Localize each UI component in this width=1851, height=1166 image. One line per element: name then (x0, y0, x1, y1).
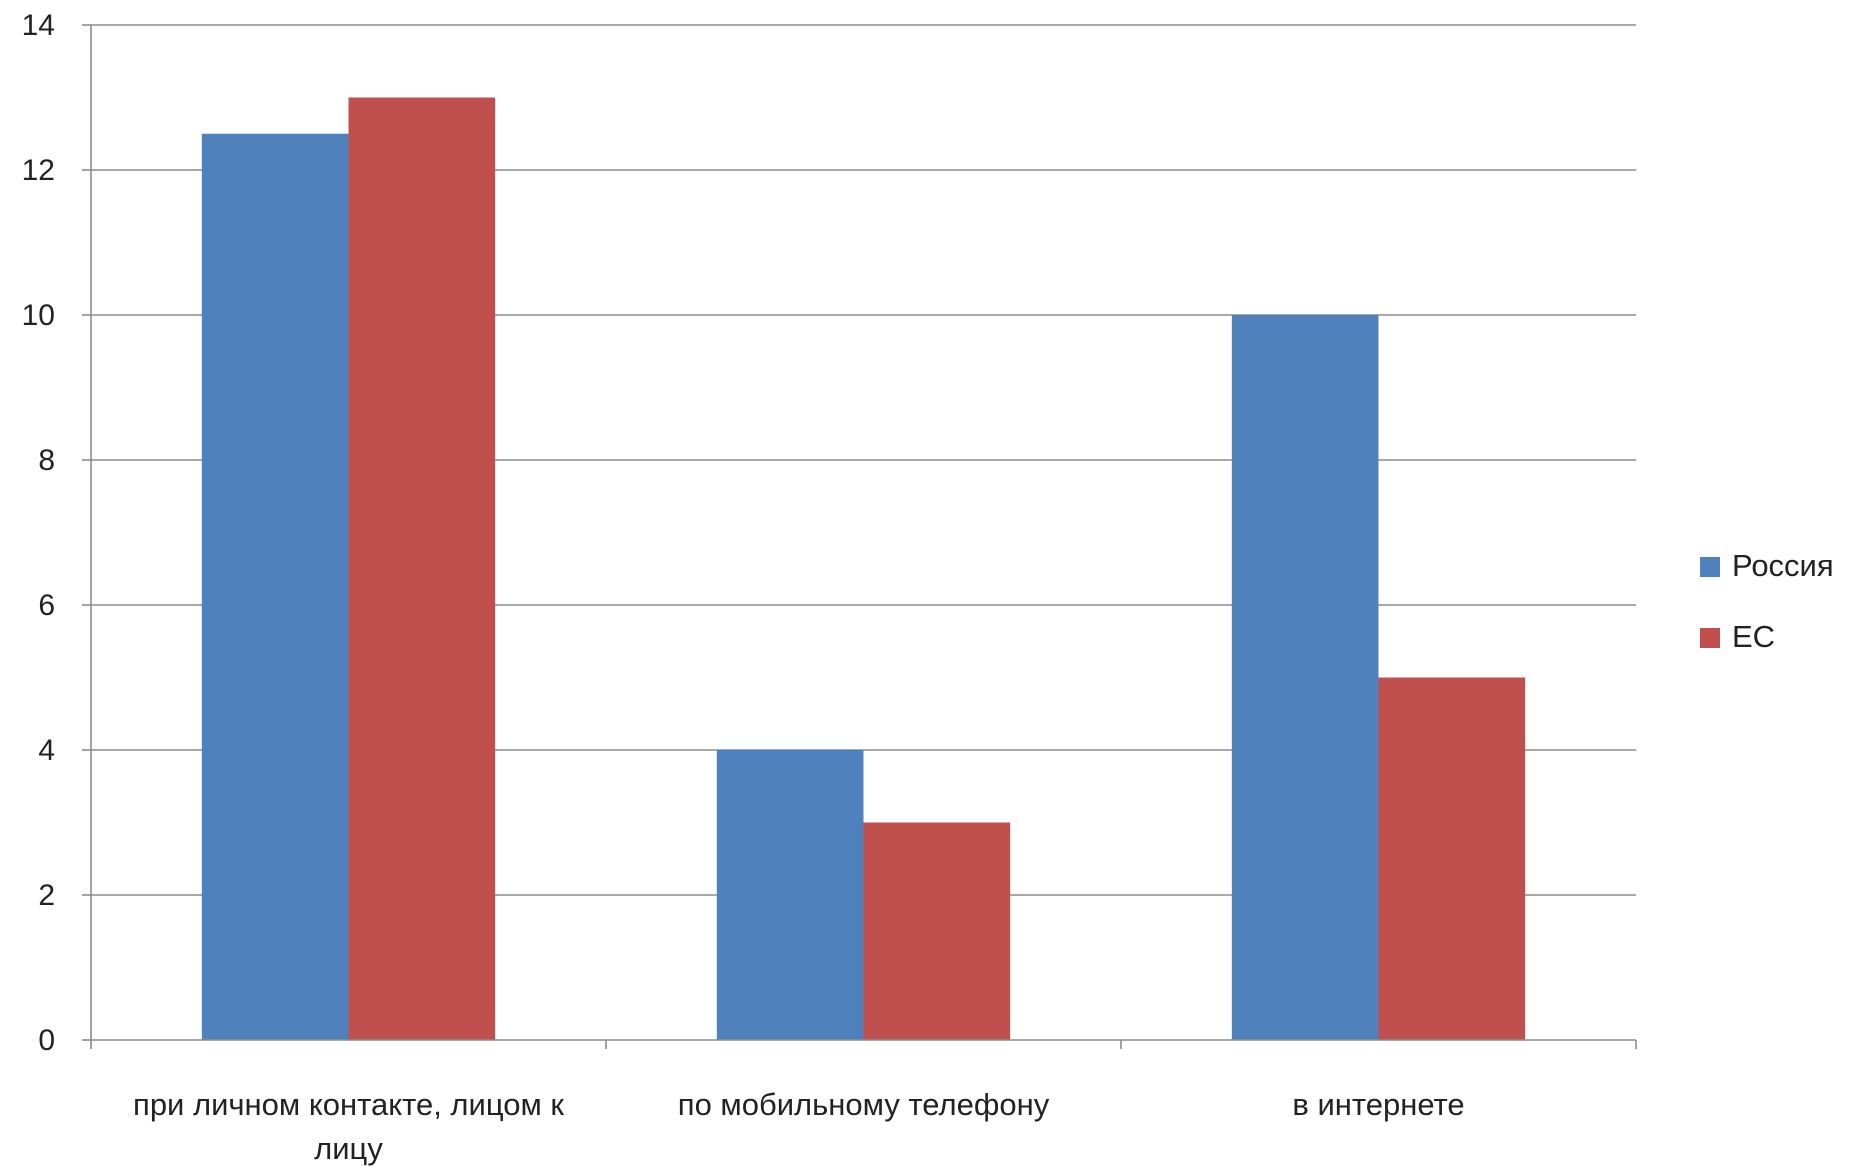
y-tick-label: 4 (38, 734, 55, 767)
legend-label: Россия (1732, 548, 1834, 583)
legend: Россия ЕС (1700, 548, 1834, 654)
y-tick-label: 8 (38, 444, 55, 477)
y-tick-label: 12 (22, 154, 55, 187)
bar-eu-2 (1378, 677, 1526, 1040)
y-tick-label: 14 (22, 9, 55, 42)
x-category-label: по мобильному телефону (678, 1087, 1050, 1122)
x-category-label: при личном контакте, лицом к (133, 1087, 564, 1122)
legend-swatch (1700, 557, 1720, 577)
bar-eu-0 (348, 97, 496, 1040)
bar-russia-2 (1231, 315, 1379, 1040)
y-tick-label: 10 (22, 299, 55, 332)
y-tick-label: 0 (38, 1024, 55, 1057)
bar-russia-0 (201, 133, 349, 1040)
y-tick-label: 2 (38, 879, 55, 912)
labels: 0 2 4 6 8 10 12 14 при личном контакте, лицом к л… (22, 9, 1465, 1166)
bar-russia-1 (716, 750, 864, 1040)
y-tick-label: 6 (38, 589, 55, 622)
bar-eu-1 (863, 822, 1011, 1040)
x-category-label: лицу (314, 1131, 383, 1166)
x-category-label: в интернете (1292, 1087, 1464, 1122)
legend-swatch (1700, 628, 1720, 648)
bars (201, 97, 1526, 1040)
axes (82, 24, 1637, 1049)
legend-label: ЕС (1732, 619, 1775, 654)
